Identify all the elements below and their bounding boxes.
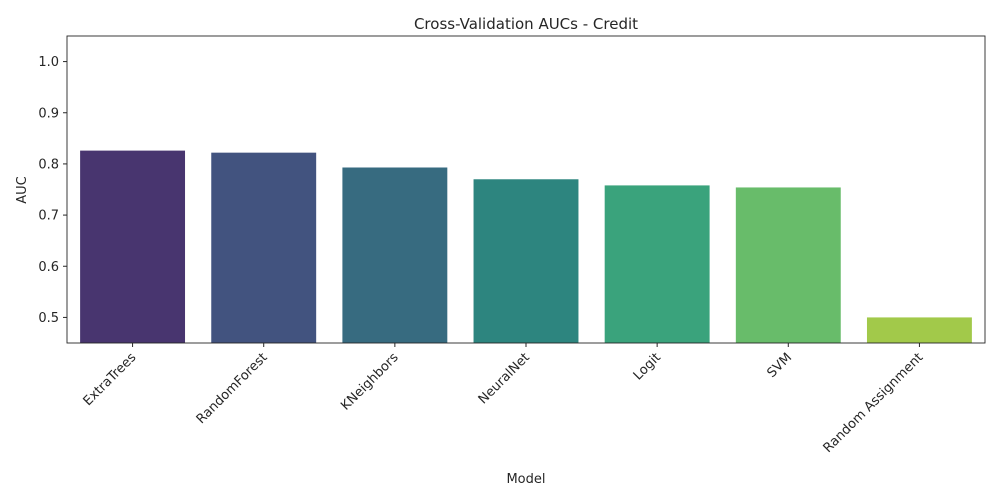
x-tick-label: NeuralNet — [476, 350, 533, 407]
y-tick-label: 0.5 — [38, 311, 59, 326]
x-tick-label: SVM — [764, 350, 795, 381]
x-tick-label: KNeighbors — [338, 350, 402, 414]
x-axis-label: Model — [506, 472, 545, 487]
y-tick-label: 0.7 — [38, 209, 59, 224]
bars-group — [80, 150, 972, 343]
bar-kneighbors — [342, 167, 448, 343]
x-tick-label: Logit — [631, 350, 664, 383]
bar-svm — [735, 187, 841, 343]
y-tick-label: 1.0 — [38, 55, 59, 70]
bar-randomforest — [211, 152, 317, 343]
x-tick-label: Random Assignment — [821, 350, 927, 456]
x-axis: ExtraTrees RandomForest KNeighbors NeuralNe… — [81, 343, 927, 456]
bar-random-assignment — [866, 317, 972, 343]
plot-frame — [66, 35, 986, 344]
y-tick-label: 0.6 — [38, 260, 59, 275]
chart-title: Cross-Validation AUCs - Credit — [414, 15, 638, 33]
y-axis-label: AUC — [15, 176, 30, 204]
bar-logit — [604, 185, 710, 343]
x-tick-label: ExtraTrees — [81, 350, 140, 409]
x-tick-label: RandomForest — [194, 350, 271, 427]
y-axis: 0.5 0.6 0.7 0.8 0.9 1.0 — [38, 55, 67, 326]
bar-neuralnet — [473, 179, 579, 343]
bar-extratrees — [80, 150, 186, 343]
y-tick-label: 0.9 — [38, 106, 59, 121]
y-tick-label: 0.8 — [38, 157, 59, 172]
